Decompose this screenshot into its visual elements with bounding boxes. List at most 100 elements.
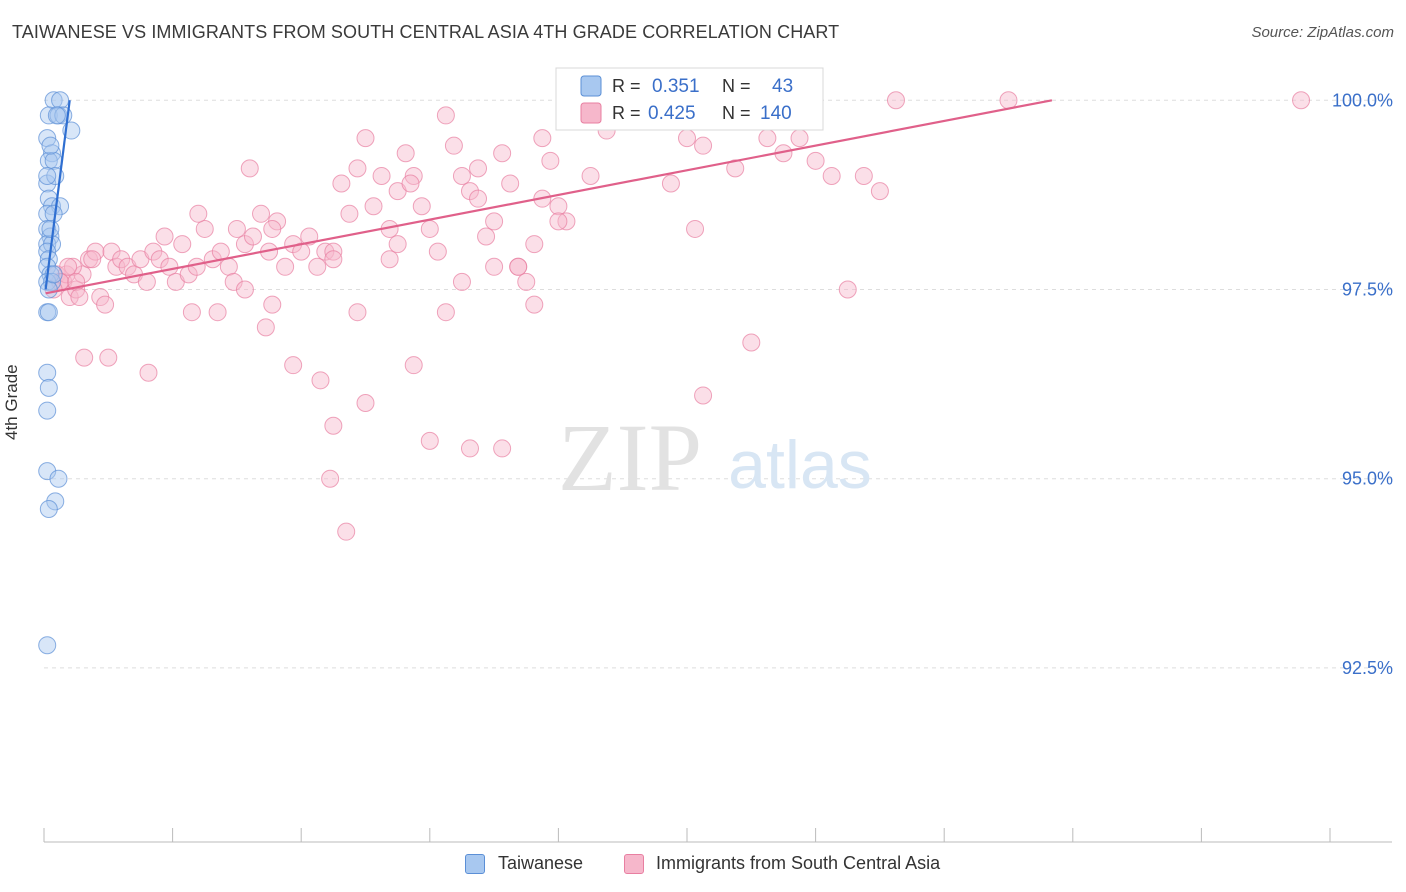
stats-legend-box: R = 0.351 N = 43 R = 0.425 N = 140 xyxy=(555,67,824,131)
immigrants-point xyxy=(182,303,201,322)
taiwanese-point xyxy=(46,492,65,511)
immigrants-point xyxy=(436,303,455,322)
immigrants-point xyxy=(189,204,208,223)
immigrants-point xyxy=(452,272,471,291)
taiwanese-point xyxy=(39,280,58,299)
immigrants-point xyxy=(477,227,496,246)
immigrants-point xyxy=(59,257,78,276)
immigrants-point xyxy=(324,242,343,261)
immigrants-point xyxy=(694,136,713,155)
immigrants-point xyxy=(219,257,238,276)
immigrants-point xyxy=(694,386,713,405)
immigrants-point xyxy=(549,212,568,231)
immigrants-point xyxy=(886,91,905,110)
chart-title: TAIWANESE VS IMMIGRANTS FROM SOUTH CENTR… xyxy=(12,22,840,42)
immigrants-point xyxy=(509,257,528,276)
immigrants-point xyxy=(356,129,375,148)
immigrants-point xyxy=(412,197,431,216)
taiwanese-point xyxy=(39,151,58,170)
immigrants-point xyxy=(235,280,254,299)
immigrants-point xyxy=(276,257,295,276)
immigrants-point xyxy=(99,348,118,367)
legend-swatch-immigrants xyxy=(624,854,644,874)
immigrants-point xyxy=(372,166,391,185)
taiwanese-point xyxy=(38,166,57,185)
y-axis-label: 4th Grade xyxy=(2,364,21,440)
taiwanese-point xyxy=(38,363,57,382)
trend-line-taiwanese xyxy=(44,100,71,290)
y-tick-label: 92.5% xyxy=(1342,658,1393,678)
immigrants-point xyxy=(380,250,399,269)
immigrants-point xyxy=(160,257,179,276)
immigrants-point xyxy=(806,151,825,170)
y-tick-label: 95.0% xyxy=(1342,469,1393,489)
legend-swatch-taiwanese xyxy=(465,854,485,874)
immigrants-point xyxy=(401,174,420,193)
immigrants-point xyxy=(428,242,447,261)
immigrants-point xyxy=(356,394,375,413)
immigrants-point xyxy=(332,174,351,193)
taiwanese-point xyxy=(44,265,63,284)
immigrants-point xyxy=(321,469,340,488)
immigrants-point xyxy=(155,227,174,246)
scatter-chart: ZIP atlas 92.5%95.0%97.5%100.0%0.0%80.0%… xyxy=(38,67,1393,843)
immigrants-point xyxy=(256,318,275,337)
watermark: ZIP atlas xyxy=(558,404,872,511)
immigrants-point xyxy=(525,235,544,254)
stats-r-value-1: 0.351 xyxy=(652,76,700,97)
immigrants-point xyxy=(469,159,488,178)
immigrants-point xyxy=(70,288,89,307)
immigrants-point xyxy=(460,439,479,458)
immigrants-point xyxy=(436,106,455,125)
immigrants-point xyxy=(57,265,76,284)
taiwanese-point xyxy=(39,378,58,397)
source-credit: Source: ZipAtlas.com xyxy=(1251,24,1394,41)
immigrants-point xyxy=(533,129,552,148)
immigrants-point xyxy=(758,129,777,148)
immigrants-point xyxy=(243,227,262,246)
immigrants-point xyxy=(420,431,439,450)
immigrants-point xyxy=(139,363,158,382)
immigrants-point xyxy=(364,197,383,216)
immigrants-point xyxy=(337,522,356,541)
taiwanese-point xyxy=(51,91,70,110)
immigrants-point xyxy=(485,212,504,231)
immigrants-point xyxy=(686,219,705,238)
taiwanese-point xyxy=(39,303,58,322)
immigrants-point xyxy=(73,265,92,284)
trend-lines xyxy=(44,99,1053,295)
taiwanese-point xyxy=(49,469,68,488)
immigrants-point xyxy=(501,174,520,193)
immigrants-point xyxy=(227,219,246,238)
immigrants-point xyxy=(308,257,327,276)
trend-line-immigrants xyxy=(45,99,1053,295)
immigrants-point xyxy=(525,295,544,314)
immigrants-point xyxy=(549,197,568,216)
taiwanese-point xyxy=(38,401,57,420)
stats-swatch-pink xyxy=(580,102,602,124)
immigrants-point xyxy=(173,235,192,254)
stats-n-label-2: N = xyxy=(722,103,751,123)
immigrants-point xyxy=(396,144,415,163)
taiwanese-point xyxy=(38,636,57,655)
legend-label-immigrants: Immigrants from South Central Asia xyxy=(656,853,941,873)
immigrants-point xyxy=(452,166,471,185)
axes xyxy=(43,828,1392,843)
immigrants-point xyxy=(63,257,82,276)
immigrants-point xyxy=(838,280,857,299)
immigrants-point xyxy=(469,189,488,208)
immigrants-point xyxy=(661,174,680,193)
stats-n-value-1: 43 xyxy=(772,76,793,97)
series-taiwanese-points xyxy=(38,91,81,655)
immigrants-point xyxy=(187,257,206,276)
stats-r-value-2: 0.425 xyxy=(648,103,696,124)
taiwanese-point xyxy=(39,499,58,518)
immigrants-point xyxy=(150,250,169,269)
immigrants-point xyxy=(348,159,367,178)
immigrants-point xyxy=(252,204,271,223)
immigrants-point xyxy=(790,129,809,148)
immigrants-point xyxy=(208,303,227,322)
stats-r-label-2: R = xyxy=(612,103,641,123)
tick-labels: 92.5%95.0%97.5%100.0%0.0%80.0% xyxy=(1332,90,1393,678)
stats-swatch-blue xyxy=(580,75,602,97)
